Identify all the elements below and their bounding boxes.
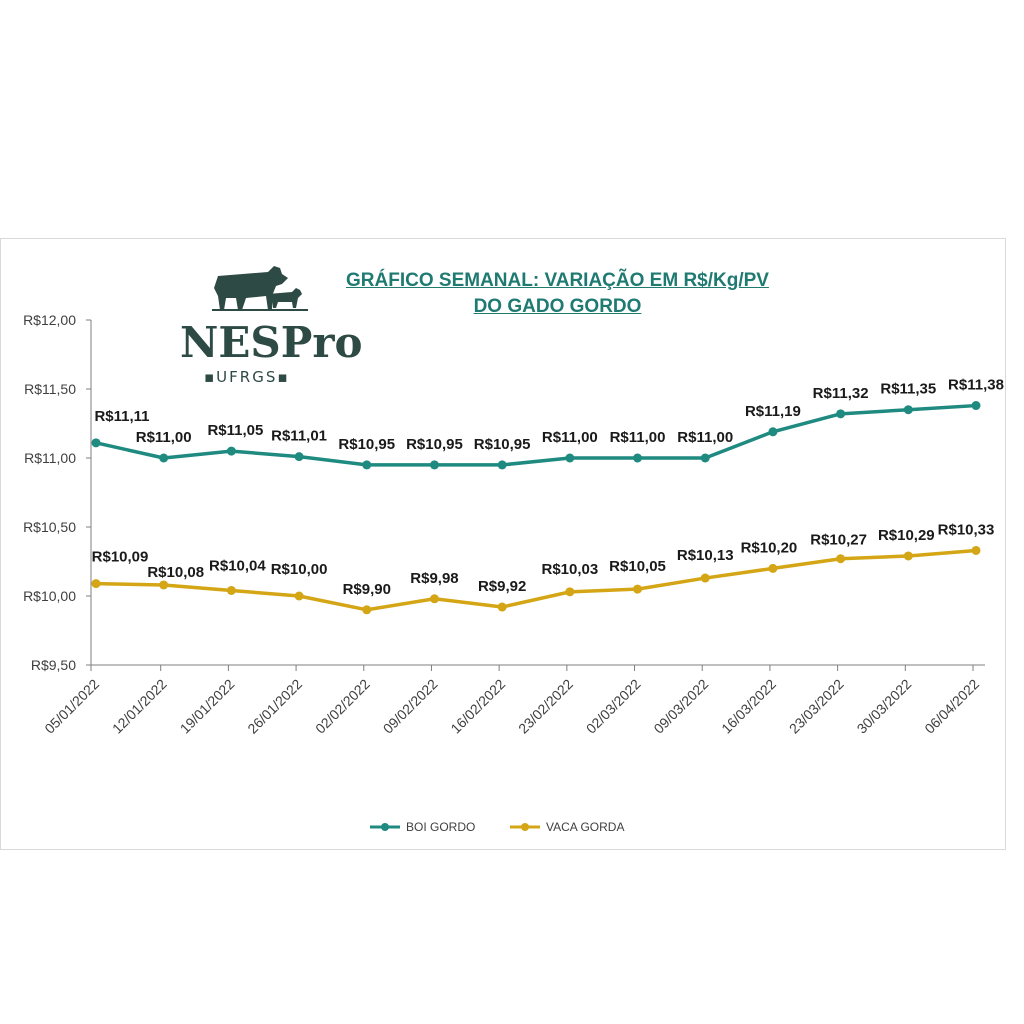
- series-line-0: [94, 403, 978, 467]
- x-tick-label: 26/01/2022: [244, 676, 305, 737]
- data-point: [497, 602, 507, 612]
- data-label: R$10,05: [609, 558, 666, 575]
- data-point: [971, 545, 981, 555]
- data-point: [971, 401, 981, 411]
- data-label: R$10,08: [147, 564, 204, 581]
- data-point: [633, 453, 643, 463]
- data-point: [836, 409, 846, 419]
- legend-label: VACA GORDA: [546, 820, 624, 834]
- data-point: [903, 405, 913, 415]
- y-tick-label: R$10,50: [23, 519, 76, 535]
- data-point: [294, 452, 304, 462]
- data-label: R$11,05: [207, 422, 263, 439]
- data-point: [294, 591, 304, 601]
- data-label: R$11,11: [94, 408, 149, 425]
- data-point: [226, 446, 236, 456]
- data-point: [226, 585, 236, 595]
- data-label: R$10,95: [338, 436, 395, 453]
- series-line-1: [94, 548, 978, 612]
- data-label: R$11,38: [948, 377, 1004, 394]
- data-label: R$11,01: [271, 428, 327, 445]
- data-label: R$10,09: [92, 549, 149, 566]
- data-label: R$10,33: [938, 521, 995, 538]
- data-label: R$10,00: [271, 561, 328, 578]
- legend-swatch-marker: [381, 823, 389, 831]
- data-label: R$11,00: [610, 429, 666, 446]
- data-point: [159, 453, 169, 463]
- data-point: [700, 453, 710, 463]
- data-point: [91, 438, 101, 448]
- y-tick-label: R$9,50: [31, 657, 76, 673]
- x-tick-label: 16/03/2022: [718, 676, 779, 737]
- data-point: [903, 551, 913, 561]
- data-label: R$10,29: [878, 527, 935, 544]
- data-label: R$11,35: [880, 381, 936, 398]
- y-tick-label: R$12,00: [23, 312, 76, 328]
- x-tick-label: 12/01/2022: [109, 676, 170, 737]
- cattle-icon: [212, 266, 308, 311]
- data-point: [768, 563, 778, 573]
- x-tick-label: 09/02/2022: [380, 676, 441, 737]
- data-label: R$9,90: [343, 581, 391, 598]
- data-label: R$11,00: [677, 429, 733, 446]
- legend-label: BOI GORDO: [406, 820, 475, 834]
- y-tick-label: R$11,50: [24, 381, 76, 397]
- data-point: [362, 460, 372, 470]
- y-tick-label: R$10,00: [23, 588, 76, 604]
- data-point: [565, 453, 575, 463]
- x-tick-label: 16/02/2022: [447, 676, 508, 737]
- data-label: R$10,27: [810, 532, 867, 549]
- x-tick-label: 02/03/2022: [583, 676, 644, 737]
- x-tick-label: 05/01/2022: [41, 676, 102, 737]
- data-label: R$10,95: [406, 436, 463, 453]
- data-label: R$9,98: [410, 570, 458, 587]
- y-tick-label: R$11,00: [24, 450, 76, 466]
- x-tick-label: 30/03/2022: [854, 676, 915, 737]
- data-point: [429, 594, 439, 604]
- data-label: R$11,32: [813, 385, 869, 402]
- nespro-logo: NESPro ▪UFRGS▪: [176, 262, 362, 392]
- data-point: [497, 460, 507, 470]
- data-point: [429, 460, 439, 470]
- data-label: R$10,03: [541, 561, 598, 578]
- data-label: R$10,20: [741, 539, 798, 556]
- data-point: [362, 605, 372, 615]
- x-tick-label: 23/02/2022: [515, 676, 576, 737]
- data-point: [633, 584, 643, 594]
- data-label: R$10,04: [209, 557, 266, 574]
- x-tick-label: 09/03/2022: [650, 676, 711, 737]
- data-point: [91, 579, 101, 589]
- x-tick-label: 23/03/2022: [786, 676, 847, 737]
- x-tick-label: 19/01/2022: [177, 676, 238, 737]
- data-label: R$11,19: [745, 403, 801, 420]
- data-label: R$10,13: [677, 547, 734, 564]
- data-label: R$11,00: [542, 429, 598, 446]
- data-point: [159, 580, 169, 590]
- x-tick-label: 02/02/2022: [312, 676, 373, 737]
- logo-subtitle: ▪UFRGS▪: [204, 368, 290, 386]
- logo-wordmark: NESPro: [180, 318, 363, 367]
- chart-title-line-2: DO GADO GORDO: [473, 296, 642, 317]
- chart-title-line-1: GRÁFICO SEMANAL: VARIAÇÃO EM R$/Kg/PV: [346, 270, 769, 291]
- data-point: [768, 427, 778, 437]
- data-label: R$9,92: [478, 578, 526, 595]
- data-label: R$11,00: [136, 429, 192, 446]
- data-point: [565, 587, 575, 597]
- legend-swatch-marker: [521, 823, 529, 831]
- data-label: R$10,95: [474, 436, 531, 453]
- x-tick-label: 06/04/2022: [921, 676, 982, 737]
- chart-title: GRÁFICO SEMANAL: VARIAÇÃO EM R$/Kg/PV DO…: [300, 268, 815, 320]
- chart-frame: [0, 238, 1006, 850]
- data-point: [836, 554, 846, 564]
- data-point: [700, 573, 710, 583]
